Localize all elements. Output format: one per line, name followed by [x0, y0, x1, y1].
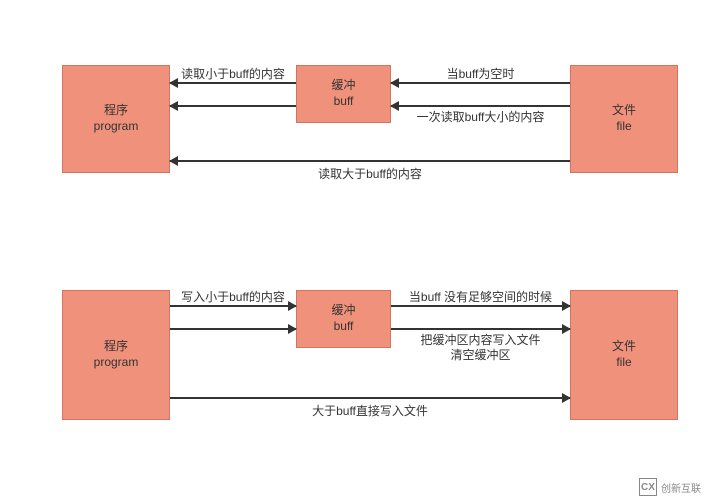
node-read_file: 文件file	[570, 65, 678, 173]
node-line2: buff	[334, 94, 354, 110]
node-write_file: 文件file	[570, 290, 678, 420]
node-line1: 缓冲	[331, 303, 355, 319]
edge-label-w5: 大于buff直接写入文件	[170, 402, 570, 419]
edge-label-w3: 当buff 没有足够空间的时候	[391, 288, 570, 305]
node-line2: file	[616, 119, 631, 135]
edge-w1	[170, 305, 296, 307]
edge-label-w4b: 清空缓冲区	[391, 346, 570, 363]
edge-r3	[391, 82, 570, 84]
arrowhead-r2	[169, 101, 178, 111]
watermark-text: 创新互联	[661, 480, 701, 495]
node-line2: program	[94, 119, 139, 135]
edge-label-r3: 当buff为空时	[391, 65, 570, 82]
watermark: CX 创新互联	[639, 478, 701, 496]
node-line2: program	[94, 355, 139, 371]
edge-label-w1: 写入小于buff的内容	[170, 288, 296, 305]
edge-w3	[391, 305, 570, 307]
node-line2: file	[616, 355, 631, 371]
node-line1: 缓冲	[331, 78, 355, 94]
node-line1: 程序	[104, 339, 128, 355]
edge-label-r1: 读取小于buff的内容	[170, 65, 296, 82]
node-line1: 文件	[612, 103, 636, 119]
edge-label-r4: 一次读取buff大小的内容	[391, 108, 570, 125]
node-line1: 程序	[104, 103, 128, 119]
edge-r1	[170, 82, 296, 84]
node-read_buff: 缓冲buff	[296, 65, 391, 123]
node-read_program: 程序program	[62, 65, 170, 173]
arrowhead-w2	[288, 324, 297, 334]
edge-w2	[170, 328, 296, 330]
node-line2: buff	[334, 319, 354, 335]
node-line1: 文件	[612, 339, 636, 355]
edge-r4	[391, 105, 570, 107]
watermark-logo: CX	[639, 478, 657, 496]
edge-w5	[170, 397, 570, 399]
edge-label-r5: 读取大于buff的内容	[170, 165, 570, 182]
edge-r2	[170, 105, 296, 107]
node-write_buff: 缓冲buff	[296, 290, 391, 348]
edge-r5	[170, 160, 570, 162]
edge-w4	[391, 328, 570, 330]
node-write_program: 程序program	[62, 290, 170, 420]
